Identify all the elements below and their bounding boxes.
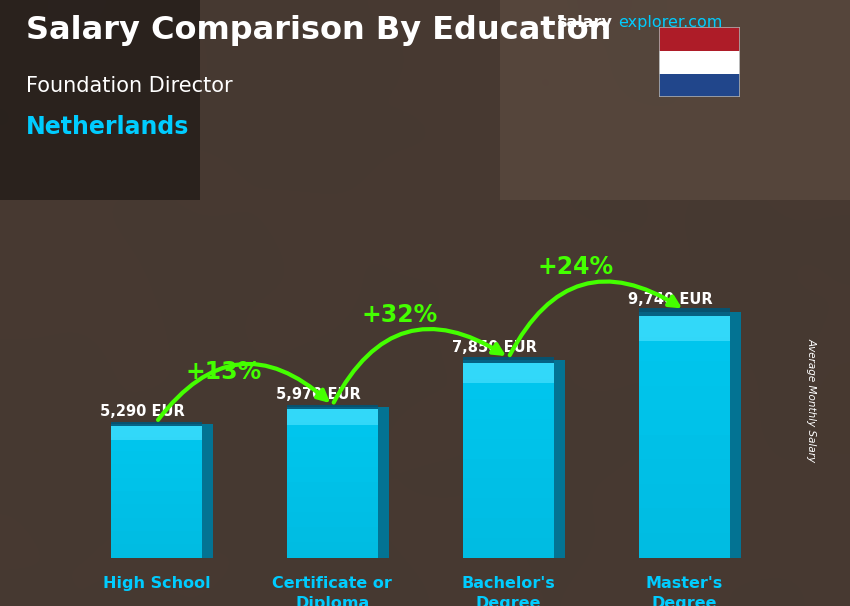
- Bar: [110, 464, 202, 478]
- Bar: [286, 407, 378, 422]
- Text: +13%: +13%: [185, 359, 261, 384]
- Bar: [462, 419, 554, 439]
- Bar: [462, 399, 554, 419]
- Text: 5,290 EUR: 5,290 EUR: [100, 404, 184, 419]
- Bar: [110, 422, 202, 426]
- Bar: [659, 50, 740, 74]
- Bar: [286, 467, 378, 482]
- Bar: [639, 312, 730, 336]
- Bar: [286, 512, 378, 527]
- Bar: [286, 437, 378, 452]
- Bar: [110, 544, 202, 558]
- Bar: [286, 407, 378, 558]
- Bar: [286, 498, 378, 512]
- Bar: [110, 504, 202, 518]
- Bar: [110, 438, 202, 451]
- Text: 7,850 EUR: 7,850 EUR: [452, 339, 537, 355]
- Bar: [462, 379, 554, 399]
- Bar: [286, 407, 378, 425]
- Bar: [462, 498, 554, 518]
- Text: +32%: +32%: [361, 303, 438, 327]
- Text: 9,740 EUR: 9,740 EUR: [628, 292, 713, 307]
- Bar: [639, 435, 730, 459]
- Bar: [639, 308, 730, 316]
- Bar: [639, 533, 730, 558]
- Text: Foundation Director: Foundation Director: [26, 76, 232, 96]
- Bar: [202, 424, 212, 558]
- Bar: [462, 359, 554, 384]
- Bar: [462, 459, 554, 478]
- Bar: [462, 357, 554, 362]
- Bar: [286, 452, 378, 467]
- Text: Netherlands: Netherlands: [26, 115, 189, 139]
- Text: explorer.com: explorer.com: [618, 15, 722, 30]
- Bar: [286, 482, 378, 498]
- Bar: [110, 478, 202, 491]
- Text: Average Monthly Salary: Average Monthly Salary: [807, 338, 816, 462]
- Bar: [462, 359, 554, 379]
- Bar: [639, 410, 730, 435]
- Bar: [286, 542, 378, 558]
- Text: Salary Comparison By Education: Salary Comparison By Education: [26, 15, 611, 46]
- Bar: [110, 424, 202, 438]
- Bar: [639, 484, 730, 508]
- Bar: [286, 422, 378, 437]
- Bar: [639, 312, 730, 558]
- Bar: [639, 336, 730, 361]
- Bar: [639, 385, 730, 410]
- Bar: [462, 538, 554, 558]
- Text: +24%: +24%: [537, 256, 614, 279]
- Bar: [286, 405, 378, 409]
- Bar: [639, 459, 730, 484]
- Text: 5,970 EUR: 5,970 EUR: [276, 387, 360, 402]
- Bar: [554, 359, 564, 558]
- Bar: [659, 27, 740, 50]
- Bar: [659, 74, 740, 97]
- Bar: [110, 424, 202, 558]
- Bar: [730, 312, 741, 558]
- Bar: [110, 518, 202, 531]
- Text: salary: salary: [557, 15, 612, 30]
- Bar: [462, 518, 554, 538]
- Bar: [639, 361, 730, 385]
- Bar: [378, 407, 388, 558]
- Bar: [286, 527, 378, 542]
- Bar: [110, 451, 202, 464]
- Bar: [110, 531, 202, 544]
- Bar: [110, 424, 202, 440]
- Bar: [110, 491, 202, 504]
- Bar: [639, 508, 730, 533]
- Bar: [462, 478, 554, 498]
- Bar: [462, 359, 554, 558]
- Bar: [462, 439, 554, 459]
- Bar: [639, 312, 730, 341]
